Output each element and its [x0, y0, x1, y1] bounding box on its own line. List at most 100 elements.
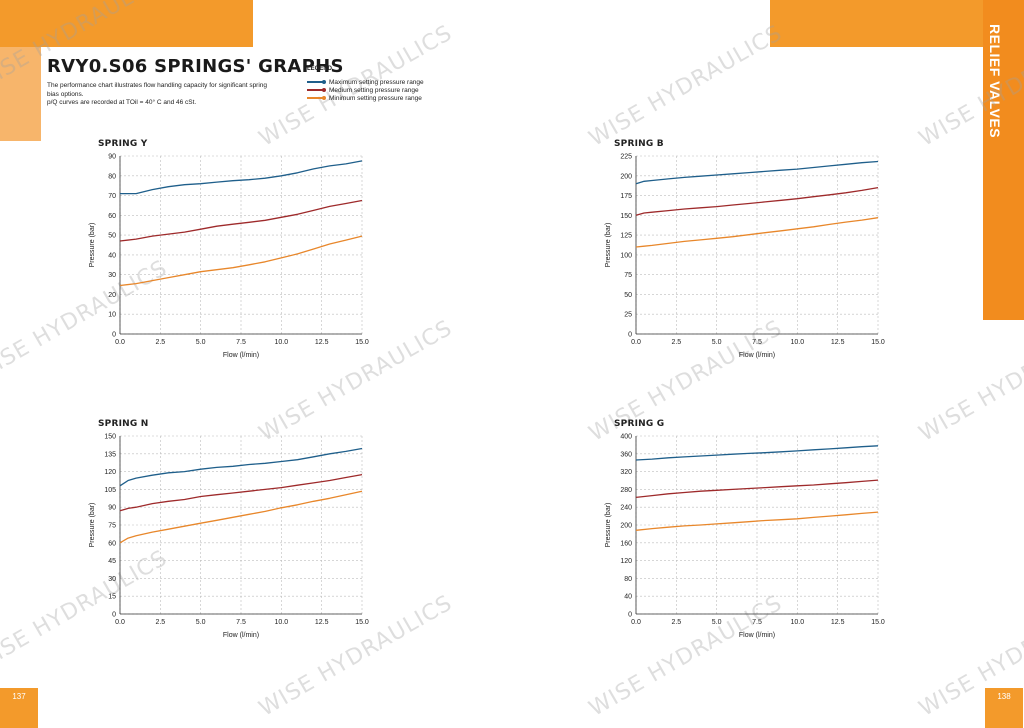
description-line: p/Q curves are recorded at TOil = 40° C … [47, 99, 197, 106]
legend-title: LEGEND [307, 66, 333, 72]
y-axis-label: Pressure (bar) [89, 503, 96, 548]
x-tick-label: 15.0 [355, 619, 369, 626]
y-tick-label: 225 [620, 154, 632, 161]
series-line-min [635, 217, 879, 248]
legend-item-medium: Medium setting pressure range [307, 86, 424, 94]
legend-label-max: Maximum setting pressure range [329, 78, 424, 86]
description-line: bias options. [47, 90, 84, 98]
y-tick-label: 0 [112, 612, 116, 619]
x-tick-label: 10.0 [275, 339, 289, 346]
chart-title-spring-b: SPRING B [614, 139, 664, 149]
chart-title-spring-n: SPRING N [98, 419, 149, 429]
y-tick-label: 150 [620, 213, 632, 220]
x-tick-label: 15.0 [355, 339, 369, 346]
y-axis-label: Pressure (bar) [89, 223, 96, 268]
y-tick-label: 60 [108, 540, 116, 547]
legend-label-medium: Medium setting pressure range [329, 86, 419, 94]
y-tick-label: 50 [624, 292, 632, 299]
y-tick-label: 360 [620, 451, 632, 458]
x-tick-label: 2.5 [155, 339, 165, 346]
header-band-right [770, 0, 1024, 47]
x-tick-label: 7.5 [752, 339, 762, 346]
x-tick-label: 15.0 [871, 339, 885, 346]
x-axis-label: Flow (l/min) [739, 632, 775, 639]
y-tick-label: 60 [108, 213, 116, 220]
x-axis-label: Flow (l/min) [223, 352, 259, 359]
y-tick-label: 75 [624, 272, 632, 279]
x-tick-label: 7.5 [236, 339, 246, 346]
x-tick-label: 0.0 [631, 619, 641, 626]
watermark-text: WISE HYDRAULICS [915, 315, 1024, 447]
page-title: RVY0.S06 SPRINGS' GRAPHS [47, 56, 344, 77]
x-tick-label: 0.0 [631, 339, 641, 346]
x-tick-label: 10.0 [275, 619, 289, 626]
y-tick-label: 160 [620, 540, 632, 547]
x-tick-label: 12.5 [831, 339, 845, 346]
y-tick-label: 240 [620, 505, 632, 512]
y-tick-label: 15 [108, 594, 116, 601]
legend-swatch-min [307, 95, 326, 100]
y-tick-label: 200 [620, 173, 632, 180]
y-tick-label: 40 [108, 252, 116, 259]
header-band-left [0, 0, 253, 47]
description-line: The performance chart illustrates flow h… [47, 82, 268, 89]
x-tick-label: 0.0 [115, 619, 125, 626]
chart-spring-b: 0 25 50 75 100 125 150 175 200 225 0.0 2.5 5.0 7.5 10.… [605, 154, 885, 360]
x-tick-label: 10.0 [791, 619, 805, 626]
y-tick-label: 105 [104, 487, 116, 494]
y-axis-label: Pressure (bar) [605, 223, 612, 268]
y-tick-label: 280 [620, 487, 632, 494]
legend-swatch-max [307, 79, 326, 84]
y-tick-label: 45 [108, 558, 116, 565]
series-line-medium [119, 473, 363, 512]
y-tick-label: 100 [620, 252, 632, 259]
series-line-max [635, 160, 879, 185]
legend-item-min: Minimum setting pressure range [307, 94, 424, 102]
y-tick-label: 120 [620, 558, 632, 565]
y-tick-label: 0 [112, 332, 116, 339]
legend: LEGEND Maximum setting pressure range Me… [307, 66, 424, 102]
legend-swatch-medium [307, 87, 326, 92]
y-tick-label: 40 [624, 594, 632, 601]
y-tick-label: 90 [108, 154, 116, 161]
legend-label-min: Minimum setting pressure range [329, 94, 422, 102]
x-tick-label: 12.5 [315, 619, 329, 626]
page-description: The performance chart illustrates flow h… [47, 82, 292, 108]
y-tick-label: 0 [628, 332, 632, 339]
y-tick-label: 90 [108, 505, 116, 512]
series-line-max [635, 445, 879, 461]
watermark-text: WISE HYDRAULICS [585, 20, 787, 152]
x-tick-label: 0.0 [115, 339, 125, 346]
x-tick-label: 2.5 [671, 339, 681, 346]
series-line-max [120, 160, 363, 195]
y-tick-label: 20 [108, 292, 116, 299]
side-band-left [0, 47, 41, 141]
x-tick-label: 2.5 [155, 619, 165, 626]
x-tick-label: 5.0 [712, 619, 722, 626]
section-side-tab-label: RELIEF VALVES [987, 24, 1003, 139]
page-number-right: 138 [985, 688, 1023, 728]
series-line-max [119, 447, 363, 487]
y-tick-label: 150 [104, 434, 116, 441]
series-line-min [635, 511, 879, 531]
y-tick-label: 50 [108, 233, 116, 240]
x-tick-label: 5.0 [712, 339, 722, 346]
x-axis-label: Flow (l/min) [739, 352, 775, 359]
x-tick-label: 5.0 [196, 619, 206, 626]
y-tick-label: 0 [628, 612, 632, 619]
series-line-min [119, 235, 363, 287]
section-side-tab: RELIEF VALVES [983, 0, 1024, 320]
series-line-medium [635, 479, 879, 499]
x-tick-label: 12.5 [831, 619, 845, 626]
y-axis-label: Pressure (bar) [605, 503, 612, 548]
x-tick-label: 5.0 [196, 339, 206, 346]
series-line-min [119, 490, 363, 544]
y-tick-label: 70 [108, 193, 116, 200]
y-tick-label: 135 [104, 451, 116, 458]
y-tick-label: 125 [620, 233, 632, 240]
x-tick-label: 7.5 [236, 619, 246, 626]
y-tick-label: 30 [108, 272, 116, 279]
x-tick-label: 15.0 [871, 619, 885, 626]
y-tick-label: 200 [620, 523, 632, 530]
chart-title-spring-y: SPRING Y [98, 139, 148, 149]
